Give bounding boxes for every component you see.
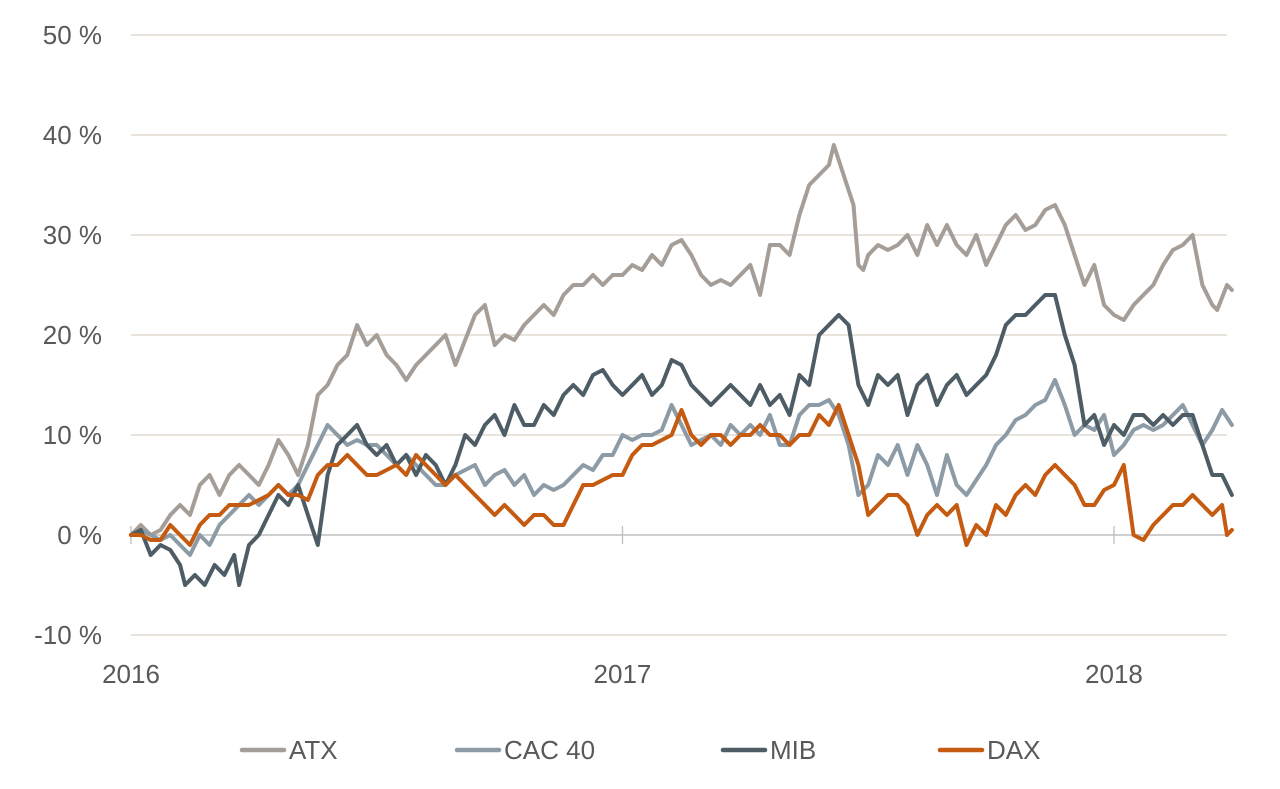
y-tick-label: -10 % xyxy=(34,620,102,650)
x-tick-label: 2018 xyxy=(1085,659,1143,689)
legend-label-dax: DAX xyxy=(987,735,1040,765)
legend-label-mib: MIB xyxy=(770,735,816,765)
legend-label-cac-40: CAC 40 xyxy=(504,735,595,765)
x-axis: 2016 2017 2018 xyxy=(102,526,1143,689)
y-axis: 50 % 40 % 30 % 20 % 10 % 0 % -10 % xyxy=(34,20,102,650)
y-tick-label: 0 % xyxy=(57,520,102,550)
y-tick-label: 10 % xyxy=(43,420,102,450)
legend-label-atx: ATX xyxy=(289,735,338,765)
series-line-dax xyxy=(129,403,1234,547)
legend: ATX CAC 40 MIB DAX xyxy=(239,735,1040,765)
y-tick-label: 40 % xyxy=(43,120,102,150)
x-tick-label: 2017 xyxy=(594,659,652,689)
series-line-mib xyxy=(129,293,1234,587)
series-line-cac-40 xyxy=(129,378,1234,557)
y-tick-label: 50 % xyxy=(43,20,102,50)
y-tick-label: 20 % xyxy=(43,320,102,350)
x-tick-label: 2016 xyxy=(102,659,160,689)
series-lines xyxy=(129,143,1234,587)
series-line-atx xyxy=(129,143,1234,537)
y-tick-label: 30 % xyxy=(43,220,102,250)
gridlines xyxy=(131,34,1227,636)
